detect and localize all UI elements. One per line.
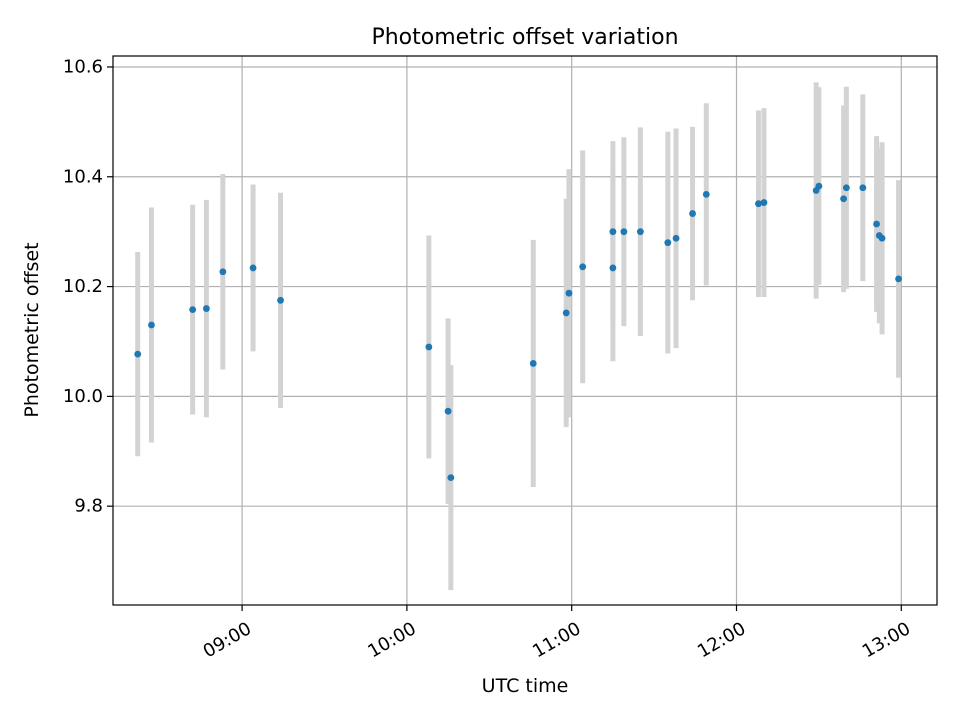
x-tick-label: 11:00 (529, 618, 584, 662)
data-point (277, 296, 284, 304)
error-bars (135, 82, 902, 591)
data-point (219, 268, 227, 276)
data-point (565, 289, 573, 297)
data-point (202, 305, 210, 312)
data-point (873, 220, 880, 228)
grid-lines (113, 56, 937, 605)
y-tick-label: 10.0 (63, 386, 103, 407)
data-point (609, 264, 617, 272)
data-point (529, 360, 537, 367)
data-point (425, 343, 433, 351)
plot-frame (112, 55, 938, 606)
data-point (702, 190, 710, 198)
data-point (148, 321, 155, 329)
x-tick-label: 12:00 (694, 618, 749, 662)
data-point (672, 234, 680, 242)
x-tick-label: 10:00 (364, 618, 419, 662)
data-point (664, 239, 672, 247)
data-point (609, 228, 617, 236)
data-point (620, 228, 628, 236)
data-points (134, 182, 902, 482)
chart-title: Photometric offset variation (371, 25, 678, 50)
data-point (249, 264, 257, 272)
y-axis-label: Photometric offset (21, 242, 43, 417)
data-point (815, 182, 823, 190)
data-point (760, 199, 768, 206)
y-tick-label: 10.2 (63, 276, 103, 297)
data-point (444, 407, 452, 415)
data-point (134, 350, 142, 358)
x-tick-label: 09:00 (200, 618, 255, 662)
data-point (840, 195, 848, 203)
data-point (878, 234, 886, 242)
x-axis-label: UTC time (482, 675, 569, 697)
data-point (689, 210, 696, 217)
y-tick-label: 10.6 (63, 56, 103, 77)
y-tick-label: 9.8 (74, 496, 103, 517)
data-point (895, 275, 902, 283)
data-point (579, 263, 587, 271)
x-tick-label: 13:00 (859, 618, 914, 662)
data-point (755, 200, 762, 208)
y-tick-label: 10.4 (63, 166, 103, 187)
data-point (447, 474, 455, 482)
data-point (636, 228, 644, 236)
data-point (842, 184, 850, 192)
data-point (562, 309, 570, 317)
data-point (859, 184, 867, 192)
data-point (189, 306, 197, 314)
